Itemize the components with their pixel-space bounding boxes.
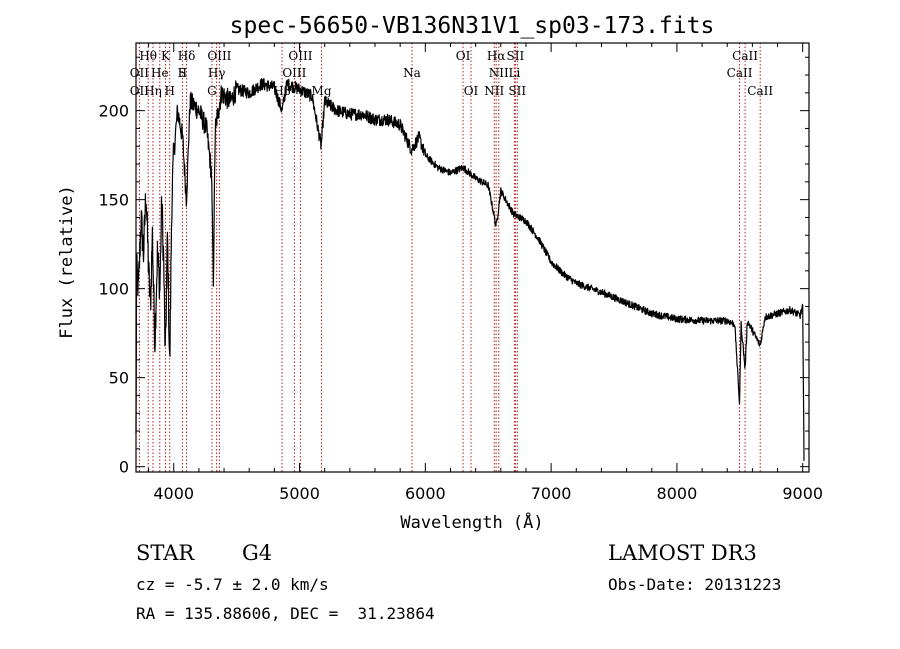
x-tick-label: 7000 <box>531 484 572 503</box>
y-tick-label: 0 <box>119 458 129 477</box>
axis-ticks: 4000 5000 6000 7000 8000 9000 0 50 100 150 200 <box>98 43 823 503</box>
spectral-line-label: H <box>164 84 174 98</box>
x-axis-title: Wavelength (Å) <box>400 511 543 533</box>
sky-coordinates: RA = 135.88606, DEC = 31.23864 <box>136 604 435 623</box>
flux-spectrum-line <box>135 78 805 461</box>
spectral-line-label: OII <box>130 66 150 80</box>
y-axis-title: Flux (relative) <box>57 185 77 339</box>
observation-date: Obs-Date: 20131223 <box>608 575 782 594</box>
spectral-line-label: SII <box>507 49 525 63</box>
object-subclass: G4 <box>242 541 273 565</box>
spectral-line-label: CaII <box>727 66 753 80</box>
redshift-velocity: cz = -5.7 ± 2.0 km/s <box>136 575 329 594</box>
spectral-line-label: NII <box>489 66 509 80</box>
spectral-line-label: Hγ <box>208 66 226 80</box>
survey-name: LAMOST DR3 <box>608 541 757 565</box>
spectral-line-label: OIII <box>288 49 312 63</box>
spectral-line-label: Hδ <box>178 49 196 63</box>
spectral-line-label: Hη <box>144 84 162 98</box>
spectral-line-label: OIII <box>207 49 231 63</box>
y-tick-label: 50 <box>109 369 129 388</box>
spectral-line-label: OII <box>130 84 150 98</box>
chart-title: spec-56650-VB136N31V1_sp03-173.fits <box>230 13 715 39</box>
spectral-line-label: K <box>161 49 171 63</box>
spectral-line-label: Hα <box>487 49 506 63</box>
plot-frame <box>135 42 810 473</box>
spectral-line-label: G <box>207 84 217 98</box>
spectral-line-label: Mg <box>312 84 332 98</box>
spectral-line-label: OI <box>456 49 471 63</box>
x-tick-label: 4000 <box>153 484 194 503</box>
spectral-line-label: CaII <box>732 49 758 63</box>
spectral-line-label: S <box>178 66 186 80</box>
spectral-line-label: OIII <box>282 66 306 80</box>
spectral-line-label: SII <box>508 84 526 98</box>
spectral-line-label: Li <box>508 66 520 80</box>
spectral-line-label: Hθ <box>139 49 157 63</box>
x-tick-label: 8000 <box>657 484 698 503</box>
spectral-line-label: II <box>178 66 188 80</box>
spectral-line-label: Na <box>403 66 421 80</box>
x-tick-label: 6000 <box>405 484 446 503</box>
y-tick-label: 200 <box>98 102 129 121</box>
spectral-line-label: NII <box>484 84 504 98</box>
spectral-line-markers <box>138 43 761 472</box>
spectral-line-label: OI <box>464 84 479 98</box>
spectral-line-label: He <box>151 66 169 80</box>
x-tick-label: 9000 <box>782 484 823 503</box>
x-tick-label: 5000 <box>279 484 320 503</box>
y-tick-label: 100 <box>98 280 129 299</box>
spectral-line-label: CaII <box>747 84 773 98</box>
object-class: STAR <box>136 541 195 565</box>
y-tick-label: 150 <box>98 191 129 210</box>
